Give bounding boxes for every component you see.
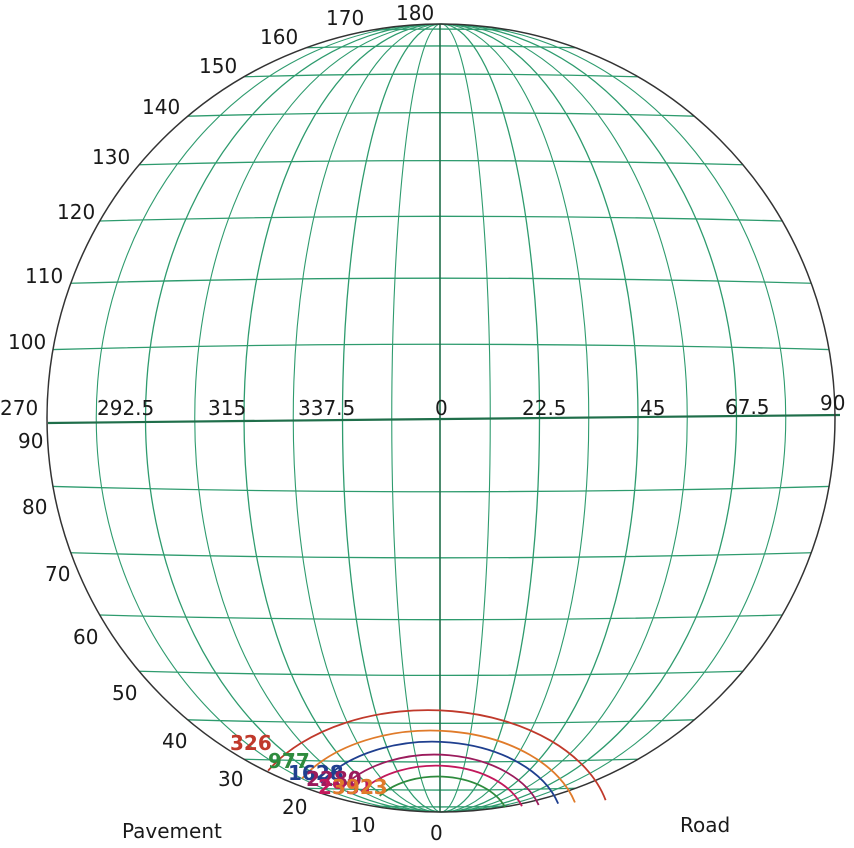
equator-line	[47, 413, 841, 425]
parallel-line	[139, 670, 743, 677]
dose-curve	[320, 740, 560, 804]
parallel-grid	[52, 28, 830, 808]
top-label-90: 90	[820, 391, 845, 415]
parallel-line	[139, 159, 743, 166]
parallel-line	[70, 277, 812, 284]
left-label-0: 0	[430, 821, 443, 845]
top-label-292-5: 292.5	[97, 396, 154, 420]
parallel-line	[99, 215, 783, 222]
parallel-line	[70, 552, 812, 559]
dose-curves	[267, 709, 607, 808]
left-label-20: 20	[282, 795, 307, 819]
left-label-140: 140	[142, 95, 180, 119]
parallel-line	[243, 73, 639, 78]
dose-curve	[341, 753, 540, 806]
parallel-line	[99, 614, 783, 621]
top-label-315: 315	[208, 396, 246, 420]
left-label-120: 120	[57, 200, 95, 224]
left-label-130: 130	[92, 145, 130, 169]
left-label-40: 40	[162, 729, 187, 753]
curve-label-2280: 2280	[306, 767, 362, 791]
parallel-line	[372, 28, 510, 31]
dose-curve	[360, 764, 523, 807]
parallel-line	[306, 45, 576, 49]
pavement-caption: Pavement	[122, 819, 222, 843]
left-label-110: 110	[25, 264, 63, 288]
left-label-160: 160	[260, 25, 298, 49]
curve-label-1628: 1628	[288, 761, 344, 785]
net-outline	[46, 23, 836, 813]
top-label-45: 45	[640, 396, 665, 420]
parallel-line	[243, 758, 639, 763]
left-label-100: 100	[8, 330, 46, 354]
top-label-270: 270	[0, 396, 38, 420]
curve-label-2931: 2931	[318, 775, 374, 799]
parallel-line	[372, 805, 510, 808]
parallel-line	[52, 343, 830, 351]
dose-curve	[267, 709, 607, 801]
road-caption: Road	[680, 813, 730, 837]
left-label-80: 80	[22, 495, 47, 519]
left-label-10: 10	[350, 813, 375, 837]
parallel-line	[187, 719, 695, 724]
curve-label-326: 326	[230, 731, 272, 755]
left-label-170: 170	[326, 6, 364, 30]
left-label-150: 150	[199, 54, 237, 78]
left-label-90: 90	[18, 429, 43, 453]
top-label-67-5: 67.5	[725, 395, 770, 419]
left-label-50: 50	[112, 681, 137, 705]
left-label-180: 180	[396, 1, 434, 25]
curve-label-3923: 3923	[332, 775, 388, 799]
parallel-line	[306, 787, 576, 791]
top-label-22-5: 22.5	[522, 396, 567, 420]
dose-curve	[379, 775, 506, 808]
curve-label-977: 977	[268, 749, 310, 773]
left-label-70: 70	[45, 562, 70, 586]
parallel-line	[52, 485, 830, 493]
dose-curve	[301, 729, 576, 803]
top-label-337-5: 337.5	[298, 396, 355, 420]
top-label-0: 0	[435, 396, 448, 420]
left-label-30: 30	[218, 767, 243, 791]
parallel-line	[187, 112, 695, 117]
left-label-60: 60	[73, 625, 98, 649]
